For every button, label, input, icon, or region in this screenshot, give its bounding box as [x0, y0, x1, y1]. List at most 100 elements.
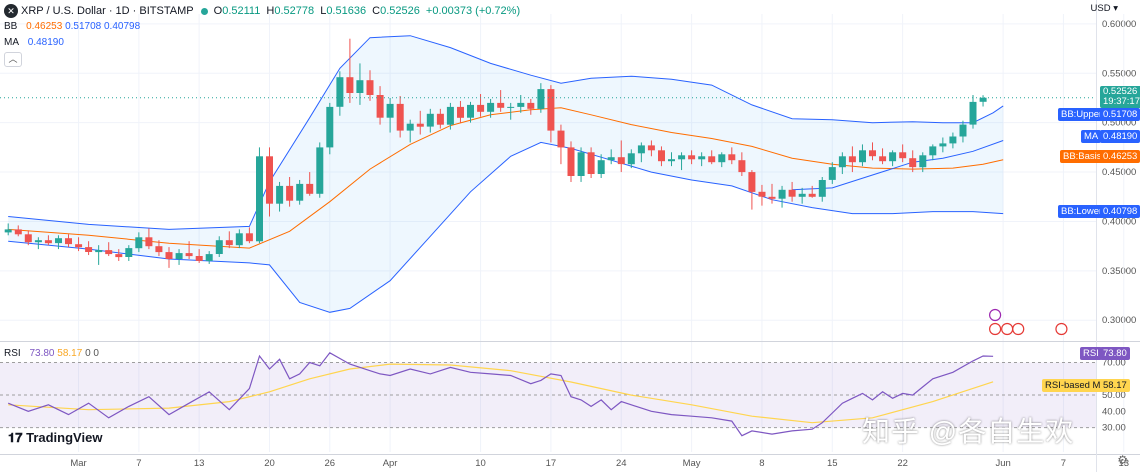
bb-basis-line — [8, 107, 1004, 249]
rsi-label-tag: RSI — [1080, 347, 1102, 360]
bb-legend[interactable]: BB 0.46253 0.51708 0.40798 — [4, 21, 141, 32]
candle-body — [889, 152, 897, 162]
rsi-axis-label: 40.00 — [1102, 406, 1126, 417]
time-axis-label: 17 — [546, 458, 557, 469]
candle-body — [75, 244, 83, 248]
candle-body — [738, 160, 746, 173]
rsi-value: 73.80 — [29, 348, 55, 359]
rsi-ma-label-tag: RSI-based MA — [1042, 379, 1110, 392]
candle-body — [708, 156, 716, 163]
rsi-line — [7, 352, 994, 437]
candle-body — [527, 102, 535, 109]
candle-body — [537, 89, 545, 109]
candle-body — [95, 250, 103, 253]
settings-icon[interactable]: ⚙ — [1117, 453, 1128, 467]
candle-body — [748, 172, 756, 192]
last-price-tag: 0.52526 19:37:17 — [1100, 86, 1140, 108]
event-flag-icon — [1012, 322, 1025, 336]
bb-lower-value: 0.40798 — [104, 21, 141, 32]
ma-legend[interactable]: MA 0.48190 — [4, 37, 64, 48]
candle-body — [507, 106, 515, 108]
candle-body — [647, 145, 655, 151]
candle-body — [818, 180, 826, 197]
candle-body — [4, 229, 12, 233]
candle-body — [436, 113, 444, 125]
candle-body — [105, 250, 113, 255]
time-axis-label: 13 — [1118, 458, 1129, 469]
low-value: 0.51636 — [326, 4, 367, 17]
candle-body — [798, 193, 806, 197]
candle-body — [306, 183, 314, 194]
price-axis-label: 0.50000 — [1102, 118, 1136, 129]
candle-body — [235, 233, 243, 246]
rsi-ma-price-tag: 58.17 — [1100, 379, 1130, 392]
candle-body — [406, 123, 414, 131]
countdown: 19:37:17 — [1103, 96, 1140, 107]
price-axis-label: 0.30000 — [1102, 315, 1136, 326]
collapse-legend-button[interactable]: ︿ — [4, 52, 22, 67]
bb-lower-line — [8, 141, 1004, 313]
currency-selector[interactable]: USD ▾ — [1090, 3, 1118, 14]
candle-body — [577, 152, 585, 176]
bb-basis-label-tag: BB:Basis — [1060, 150, 1105, 163]
candle-body — [939, 143, 947, 147]
candle-body — [256, 156, 263, 242]
candle-body — [848, 156, 856, 163]
candle-body — [607, 157, 615, 161]
candle-body — [979, 97, 987, 102]
candle-body — [165, 252, 173, 259]
candle-body — [356, 80, 364, 93]
bb-upper-value: 0.51708 — [65, 21, 102, 32]
candle-body — [879, 156, 887, 162]
rsi-legend[interactable]: RSI 73.80 58.17 0 0 — [4, 348, 99, 359]
candle-body — [959, 124, 967, 137]
candle-body — [175, 253, 183, 259]
candle-body — [266, 156, 273, 204]
rsi-ma-value: 58.17 — [57, 348, 83, 359]
candle-body — [326, 106, 334, 148]
bb-lower-price-tag: 0.40798 — [1100, 205, 1140, 218]
rsi-ma-line — [8, 363, 994, 424]
time-axis-label: 26 — [325, 458, 336, 469]
candle-body — [778, 189, 786, 199]
bb-upper-line — [8, 35, 1004, 230]
price-axis-label: 0.60000 — [1102, 19, 1136, 30]
symbol-title[interactable]: XRP / U.S. Dollar · 1D · BITSTAMP — [21, 4, 194, 17]
candle-body — [477, 104, 485, 112]
time-axis-label: 7 — [1061, 458, 1066, 469]
price-axis-label: 0.35000 — [1102, 266, 1136, 277]
open-value: 0.52111 — [222, 4, 261, 17]
bb-basis-price-tag: 0.46253 — [1100, 150, 1140, 163]
candle-body — [547, 89, 555, 131]
candle-body — [55, 238, 62, 244]
time-axis-label: 20 — [264, 458, 275, 469]
time-axis-label: 15 — [827, 458, 838, 469]
chart-header: ✕ XRP / U.S. Dollar · 1D · BITSTAMP O0.52… — [4, 4, 526, 18]
candle-body — [65, 238, 72, 245]
candle-body — [215, 240, 223, 254]
candle-body — [919, 155, 927, 168]
rsi-axis-label: 30.00 — [1102, 423, 1126, 434]
tradingview-logo[interactable]: 𝟏𝟕 TradingView — [8, 430, 103, 445]
high-value: 0.52778 — [274, 4, 315, 17]
candle-body — [517, 102, 525, 107]
candle-body — [24, 234, 32, 243]
event-flag-icon — [1055, 322, 1068, 336]
bb-band-fill — [8, 35, 1004, 313]
candle-body — [899, 152, 907, 159]
candle-body — [497, 102, 505, 108]
event-lightning-icon — [989, 308, 1002, 322]
ohlc-values: O0.52111 H0.52778 L0.51636 C0.52526 +0.0… — [213, 4, 521, 17]
candle-body — [728, 154, 736, 161]
candle-body — [838, 156, 846, 168]
time-axis-label: 22 — [897, 458, 908, 469]
candle-body — [969, 101, 977, 125]
rsi-axis-label: 70.00 — [1102, 358, 1126, 369]
market-status-dot — [200, 7, 208, 15]
time-axis-label: 13 — [194, 458, 205, 469]
candle-body — [688, 155, 696, 160]
rsi-price-tag: 73.80 — [1100, 347, 1130, 360]
candle-body — [386, 103, 394, 118]
rsi-extra-1: 0 — [85, 348, 91, 359]
